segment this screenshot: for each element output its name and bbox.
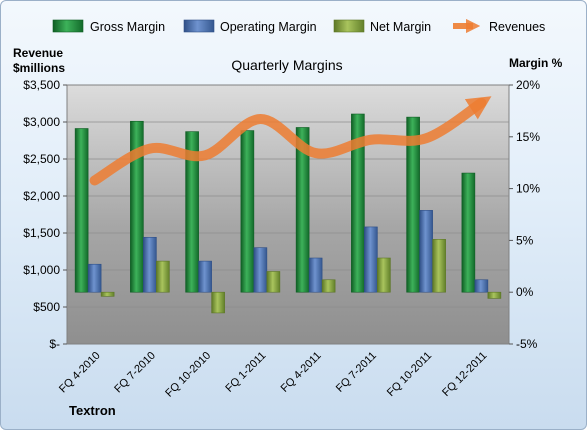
bar-gross-margin xyxy=(240,130,255,293)
legend-swatch-operating-margin xyxy=(183,19,215,33)
legend-item-revenues: Revenues xyxy=(453,18,545,34)
legend-label-revenues: Revenues xyxy=(489,20,545,34)
revenue-point xyxy=(205,155,206,156)
bar-net-margin xyxy=(432,239,446,293)
category-label: FQ 4-2010 xyxy=(57,350,103,396)
bar-operating-margin xyxy=(474,279,489,293)
category-label: FQ 12-2011 xyxy=(440,350,489,399)
legend-item-operating-margin: Operating Margin xyxy=(183,19,317,34)
bar-operating-margin xyxy=(419,210,433,293)
bar-operating-margin xyxy=(87,263,102,293)
category-label: FQ 10-2010 xyxy=(163,350,213,400)
left-axis-label-line-2: $millions xyxy=(13,61,65,75)
left-tick-label: $1,500 xyxy=(23,226,60,240)
legend-label-gross-margin: Gross Margin xyxy=(90,20,165,34)
legend-label-operating-margin: Operating Margin xyxy=(220,20,317,34)
right-axis-ticks: -5% 0% 5% 10% 15% 20% xyxy=(509,78,540,351)
bar-net-margin xyxy=(156,260,170,293)
bar-operating-margin xyxy=(253,247,268,293)
bar-gross-margin xyxy=(461,172,476,293)
bar-net-margin xyxy=(321,279,336,293)
bar-gross-margin xyxy=(406,116,420,293)
left-tick-label: $- xyxy=(49,337,60,351)
category-label: FQ 10-2011 xyxy=(385,350,434,399)
bar-operating-margin xyxy=(143,236,157,293)
revenue-point xyxy=(481,102,482,103)
legend-item-gross-margin: Gross Margin xyxy=(52,19,165,34)
right-tick-label: 15% xyxy=(516,130,540,144)
legend-swatch-net-margin xyxy=(333,19,365,33)
left-tick-label: $500 xyxy=(33,300,60,314)
bars xyxy=(74,113,502,314)
revenue-point xyxy=(149,148,150,149)
left-axis-label-line-1: Revenue xyxy=(13,46,63,60)
company-label: Textron xyxy=(69,403,116,418)
left-tick-label: $3,000 xyxy=(23,115,60,129)
revenue-series xyxy=(89,96,492,186)
category-label: FQ 7-2010 xyxy=(112,350,158,396)
bar-operating-margin xyxy=(198,260,212,293)
left-tick-label: $3,500 xyxy=(23,78,60,92)
bar-gross-margin xyxy=(74,128,89,293)
revenue-point xyxy=(370,139,371,140)
category-labels: FQ 4-2010 FQ 7-2010 FQ 10-2010 FQ 1-2011 FQ … xyxy=(57,350,489,400)
bar-net-margin xyxy=(266,271,281,293)
bar-net-margin xyxy=(100,291,115,297)
right-tick-label: 5% xyxy=(516,233,534,247)
bar-net-margin xyxy=(377,257,391,293)
left-tick-label: $2,500 xyxy=(23,152,60,166)
bar-gross-margin xyxy=(351,113,365,293)
right-axis-label: Margin % xyxy=(509,56,563,70)
revenue-point xyxy=(426,138,427,139)
left-axis-ticks: $- $500 $1,000 $1,500 $2,000 $2,500 $3,000 $3,5… xyxy=(23,78,67,351)
revenue-point xyxy=(260,119,261,120)
legend-label-net-margin: Net Margin xyxy=(370,20,431,34)
legend: Gross Margin Operating Margin Net Margin… xyxy=(52,18,545,34)
bar-net-margin xyxy=(487,291,502,299)
revenue-point xyxy=(315,153,316,154)
revenue-point xyxy=(94,180,95,181)
category-label: FQ 7-2011 xyxy=(334,350,379,395)
revenue-line xyxy=(89,96,492,186)
category-label: FQ 4-2011 xyxy=(279,350,324,395)
bar-gross-margin xyxy=(185,131,199,293)
right-tick-label: 10% xyxy=(516,182,540,196)
bar-operating-margin xyxy=(364,226,378,293)
right-tick-label: 0% xyxy=(516,285,534,299)
left-tick-label: $2,000 xyxy=(23,189,60,203)
left-tick-label: $1,000 xyxy=(23,263,60,277)
chart-title: Quarterly Margins xyxy=(231,57,342,73)
bar-net-margin xyxy=(211,291,225,314)
bar-gross-margin xyxy=(130,120,144,293)
legend-item-net-margin: Net Margin xyxy=(333,19,431,34)
bar-operating-margin xyxy=(308,257,323,293)
category-label: FQ 1-2011 xyxy=(223,350,268,395)
legend-swatch-gross-margin xyxy=(52,19,84,33)
right-tick-label: -5% xyxy=(516,337,538,351)
right-tick-label: 20% xyxy=(516,78,540,92)
bar-gross-margin xyxy=(295,127,310,293)
